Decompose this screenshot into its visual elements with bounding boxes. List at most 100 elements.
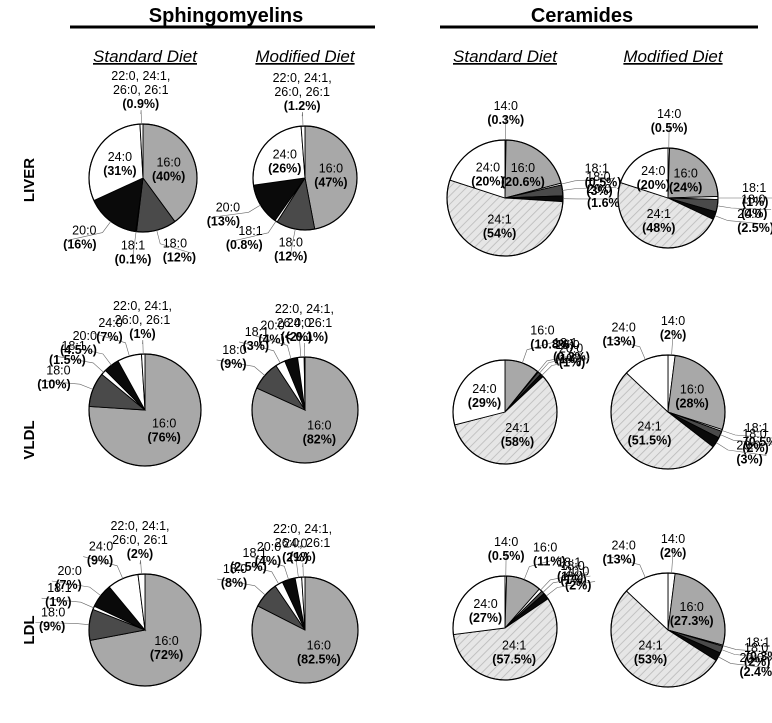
pie-sphingomyelins-modified-diet-vldl-label-24-0: 24:0 xyxy=(287,316,311,330)
pie-ceramides-modified-diet-liver-label-20-0: 20:0 xyxy=(737,207,761,221)
pie-sphingomyelins-standard-diet-vldl-value-20-0: (4.5%) xyxy=(60,343,97,357)
pie-sphingomyelins-modified-diet-ldl-label-22-0-24-1-26-0-26-1: 22:0, 24:1, xyxy=(273,522,332,536)
pie-sphingomyelins-modified-diet-liver-leader-20-0 xyxy=(210,204,261,218)
pie-sphingomyelins-standard-diet-ldl-value-24-0: (9%) xyxy=(87,554,113,568)
pie-grid: 16:0(40%)18:0(12%)18:1(0.1%)20:0(16%)24:… xyxy=(35,69,772,688)
pie-sphingomyelins-standard-diet-ldl-label-16-0: 16:0 xyxy=(154,634,178,648)
pie-ceramides-modified-diet-liver-value-16-0: (24%) xyxy=(669,180,702,194)
pie-ceramides-modified-diet-vldl-value-14-0: (2%) xyxy=(660,328,686,342)
pie-ceramides-standard-diet-vldl-outline xyxy=(452,359,558,465)
pie-sphingomyelins-standard-diet-liver-leader-20-0 xyxy=(66,221,112,241)
pie-ceramides-modified-diet-ldl-label-24-1: 24:1 xyxy=(638,639,662,653)
pie-ceramides-standard-diet-liver-label-24-1: 24:1 xyxy=(487,212,511,226)
pie-ceramides-standard-diet-ldl-value-16-0: (11%) xyxy=(533,554,566,568)
pie-ceramides-standard-diet-liver-value-20-0: (1.6%) xyxy=(587,196,624,210)
pie-sphingomyelins-modified-diet-ldl-value-18-0: (8%) xyxy=(221,576,247,590)
pie-ceramides-modified-diet-vldl-label-14-0: 14:0 xyxy=(661,314,685,328)
pie-ceramides-standard-diet-vldl-label-18-0: 18:0 xyxy=(555,338,579,352)
pie-ceramides-standard-diet-ldl-label-18-1: 18:1 xyxy=(557,556,581,570)
pie-sphingomyelins-modified-diet-ldl-leader-18-0 xyxy=(217,578,266,596)
pie-sphingomyelins-standard-diet-liver-label-22-0-24-1-26-0-26-1: 22:0, 24:1, xyxy=(111,69,170,83)
pie-sphingomyelins-standard-diet-liver-value-24-0: (31%) xyxy=(103,164,136,178)
pie-ceramides-standard-diet-ldl-leader-18-0 xyxy=(542,575,591,593)
row-header-vldl: VLDL xyxy=(21,420,38,459)
pie-ceramides-standard-diet-liver-value-24-0: (20%) xyxy=(471,175,504,189)
pie-sphingomyelins-modified-diet-ldl-value-20-0: (4%) xyxy=(255,554,281,568)
pie-sphingomyelins-standard-diet-ldl-leader-20-0 xyxy=(51,580,101,596)
pie-ceramides-standard-diet-liver-outline xyxy=(446,139,564,257)
pie-ceramides-standard-diet-liver-label-20-0: 20:0 xyxy=(587,182,611,196)
pie-sphingomyelins-modified-diet-liver-label-22-0-24-1-26-0-26-1: 22:0, 24:1, xyxy=(273,71,332,85)
pie-ceramides-modified-diet-liver-value-18-0: (4%) xyxy=(741,207,767,221)
pie-sphingomyelins-modified-diet-ldl-label-22-0-24-1-26-0-26-1: 26:0, 26:1 xyxy=(275,536,331,550)
pie-sphingomyelins-modified-diet-liver-label-22-0-24-1-26-0-26-1: 26:0, 26:1 xyxy=(274,85,330,99)
pie-ceramides-modified-diet-liver-label-14-0: 14:0 xyxy=(657,107,681,121)
pie-ceramides-standard-diet-liver-value-24-1: (54%) xyxy=(483,226,516,240)
pie-sphingomyelins-modified-diet-vldl-label-16-0: 16:0 xyxy=(307,418,331,432)
pie-ceramides-standard-diet-ldl-leader-16-0 xyxy=(523,557,564,580)
pie-sphingomyelins-modified-diet-vldl-value-20-0: (4%) xyxy=(258,333,284,347)
pie-sphingomyelins-standard-diet-ldl-outline xyxy=(88,573,202,687)
pie-sphingomyelins-modified-diet-ldl-label-20-0: 20:0 xyxy=(257,540,281,554)
pie-ceramides-standard-diet-ldl-value-24-1: (57.5%) xyxy=(492,652,536,666)
pie-ceramides-modified-diet-ldl-leader-18-0 xyxy=(721,649,772,659)
pie-ceramides-standard-diet-vldl-leader-20-0 xyxy=(541,358,589,376)
pie-ceramides-standard-diet-vldl-label-16-0: 16:0 xyxy=(530,323,554,337)
pie-ceramides-standard-diet-vldl-value-24-1: (58%) xyxy=(501,435,534,449)
pie-sphingomyelins-standard-diet-vldl-value-22-0-24-1-26-0-26-1: (1%) xyxy=(129,327,155,341)
pie-ceramides-modified-diet-liver-value-24-0: (20%) xyxy=(637,178,670,192)
pie-sphingomyelins-standard-diet-vldl-value-16-0: (76%) xyxy=(147,430,180,444)
pie-ceramides-modified-diet-ldl: 14:0(2%)16:0(27.3%)18:1(0.3%)18:0(2%)20:… xyxy=(602,532,772,688)
pie-ceramides-standard-diet-liver-label-14-0: 14:0 xyxy=(494,99,518,113)
pie-ceramides-standard-diet-ldl-leader-20-0 xyxy=(545,581,596,597)
pie-ceramides-modified-diet-vldl-value-18-1: (0.5%) xyxy=(745,435,772,449)
pie-sphingomyelins-standard-diet-vldl-label-22-0-24-1-26-0-26-1: 26:0, 26:1 xyxy=(115,313,171,327)
pie-ceramides-standard-diet-ldl-value-24-0: (27%) xyxy=(469,611,502,625)
pie-ceramides-standard-diet-ldl-label-14-0: 14:0 xyxy=(494,535,518,549)
pie-sphingomyelins-modified-diet-ldl-leader-24-0 xyxy=(295,553,299,578)
pie-sphingomyelins-modified-diet-ldl-label-16-0: 16:0 xyxy=(307,639,331,653)
pie-sphingomyelins-standard-diet-liver-outline xyxy=(88,123,198,233)
pie-sphingomyelins-standard-diet-vldl-outline xyxy=(88,353,202,467)
pie-sphingomyelins-modified-diet-liver-label-16-0: 16:0 xyxy=(319,162,343,176)
pie-ceramides-modified-diet-liver-label-18-1: 18:1 xyxy=(742,181,766,195)
pie-sphingomyelins-modified-diet-ldl-leader-22-0-24-1-26-0-26-1 xyxy=(302,562,304,578)
pie-ceramides-modified-diet-liver-leader-20-0 xyxy=(714,215,768,225)
pie-sphingomyelins-standard-diet-ldl-value-18-1: (1%) xyxy=(45,595,71,609)
pie-sphingomyelins-standard-diet-vldl-leader-22-0-24-1-26-0-26-1 xyxy=(142,339,144,355)
pie-ceramides-standard-diet-vldl-value-18-1: (0.2%) xyxy=(553,350,590,364)
pie-sphingomyelins-standard-diet-liver-label-24-0: 24:0 xyxy=(108,150,132,164)
column-header-ceramides-standard-diet: Standard Diet xyxy=(453,47,558,66)
pie-ceramides-modified-diet-ldl-value-14-0: (2%) xyxy=(660,546,686,560)
pie-sphingomyelins-modified-diet-liver-label-24-0: 24:0 xyxy=(273,148,297,162)
pie-sphingomyelins-modified-diet-liver-leader-22-0-24-1-26-0-26-1 xyxy=(301,111,304,127)
pie-sphingomyelins-standard-diet-ldl-value-18-0: (9%) xyxy=(39,619,65,633)
group-title-sphingomyelins: Sphingomyelins xyxy=(149,5,303,27)
pie-ceramides-standard-diet-vldl-label-24-1: 24:1 xyxy=(505,421,529,435)
pie-sphingomyelins-standard-diet-ldl-label-22-0-24-1-26-0-26-1: 22:0, 24:1, xyxy=(110,519,169,533)
pie-ceramides-modified-diet-vldl-leader-18-0 xyxy=(720,434,772,445)
pie-sphingomyelins-modified-diet-ldl-label-24-0: 24:0 xyxy=(283,537,307,551)
pie-sphingomyelins-modified-diet-vldl-value-18-1: (3%) xyxy=(243,339,269,353)
column-header-ceramides-modified-diet: Modified Diet xyxy=(623,47,723,66)
pie-ceramides-standard-diet-ldl-value-18-0: (1%) xyxy=(560,573,586,587)
pie-sphingomyelins-standard-diet-vldl-label-16-0: 16:0 xyxy=(152,416,176,430)
pie-ceramides-modified-diet-liver-label-24-0: 24:0 xyxy=(641,164,665,178)
pie-sphingomyelins-standard-diet-liver-label-20-0: 20:0 xyxy=(72,224,96,238)
figure-headers: Sphingomyelins Ceramides Standard Diet Modi… xyxy=(21,5,758,645)
column-header-sphingomyelins-standard-diet: Standard Diet xyxy=(93,47,198,66)
pie-ceramides-modified-diet-ldl-leader-14-0 xyxy=(671,549,674,574)
pie-ceramides-modified-diet-vldl-leader-20-0 xyxy=(715,442,767,456)
pie-ceramides-modified-diet-ldl-label-20-0: 20:0 xyxy=(739,651,763,665)
pie-sphingomyelins-standard-diet-liver-value-18-0: (12%) xyxy=(163,250,196,264)
pie-sphingomyelins-modified-diet-liver-outline xyxy=(252,125,358,231)
pie-ceramides-modified-diet-vldl: 14:0(2%)16:0(28%)18:1(0.5%)18:0(2%)20:0(… xyxy=(602,314,772,470)
pie-sphingomyelins-modified-diet-vldl-value-16-0: (82%) xyxy=(303,432,336,446)
pie-ceramides-standard-diet-ldl-value-20-0: (2%) xyxy=(565,578,591,592)
pie-ceramides-standard-diet-ldl-value-18-1: (1%) xyxy=(557,570,583,584)
pie-sphingomyelins-modified-diet-ldl-label-18-1: 18:1 xyxy=(243,546,267,560)
pie-sphingomyelins-standard-diet-liver-label-22-0-24-1-26-0-26-1: 26:0, 26:1 xyxy=(113,83,169,97)
group-title-ceramides: Ceramides xyxy=(531,5,633,27)
pie-ceramides-standard-diet-liver: 14:0(0.3%)16:0(20.6%)18:1(0.5%)18:0(3%)2… xyxy=(446,99,624,257)
pie-sphingomyelins-standard-diet-ldl-label-20-0: 20:0 xyxy=(57,564,81,578)
